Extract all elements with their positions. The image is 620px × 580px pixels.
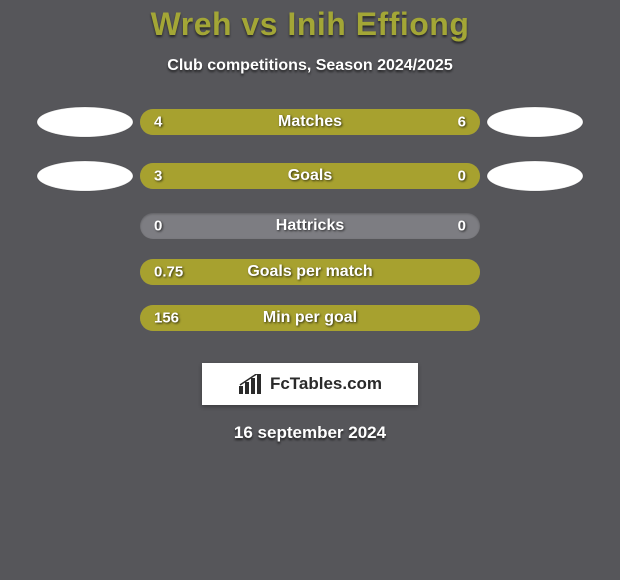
stat-value-left: 156 [154, 310, 179, 327]
stat-rows-container: 4 6 Matches 3 0 Goals 0 0 Hattricks 0.75 Goals p… [30, 105, 590, 351]
jersey-left [30, 159, 140, 193]
stat-value-left: 3 [154, 168, 162, 185]
stat-label: Matches [278, 113, 342, 131]
stat-bar: 0 0 Hattricks [140, 213, 480, 239]
stat-row: 0.75 Goals per match [30, 259, 590, 285]
comparison-page: Wreh vs Inih Effiong Club competitions, … [0, 0, 620, 580]
stat-bar: 4 6 Matches [140, 109, 480, 135]
jersey-left [30, 105, 140, 139]
logo-chart-icon [238, 374, 264, 394]
stat-value-right: 0 [458, 218, 466, 235]
snapshot-date: 16 september 2024 [234, 423, 386, 443]
bar-segment-left [140, 163, 405, 189]
logo-text: FcTables.com [270, 374, 382, 394]
stat-value-right: 0 [458, 168, 466, 185]
stat-value-left: 0 [154, 218, 162, 235]
stat-row: 0 0 Hattricks [30, 213, 590, 239]
stat-row: 156 Min per goal [30, 305, 590, 331]
bar-segment-right [405, 163, 480, 189]
stat-label: Hattricks [276, 217, 344, 235]
stat-row: 4 6 Matches [30, 105, 590, 139]
page-subtitle: Club competitions, Season 2024/2025 [167, 57, 452, 75]
stat-value-left: 4 [154, 114, 162, 131]
stat-label: Min per goal [263, 309, 357, 327]
jersey-right [480, 105, 590, 139]
stat-value-left: 0.75 [154, 264, 183, 281]
stat-bar: 0.75 Goals per match [140, 259, 480, 285]
page-title: Wreh vs Inih Effiong [151, 6, 470, 43]
stat-label: Goals [288, 167, 332, 185]
site-logo: FcTables.com [202, 363, 418, 405]
stat-row: 3 0 Goals [30, 159, 590, 193]
jersey-right [480, 159, 590, 193]
stat-bar: 3 0 Goals [140, 163, 480, 189]
stat-value-right: 6 [458, 114, 466, 131]
stat-label: Goals per match [247, 263, 372, 281]
stat-bar: 156 Min per goal [140, 305, 480, 331]
